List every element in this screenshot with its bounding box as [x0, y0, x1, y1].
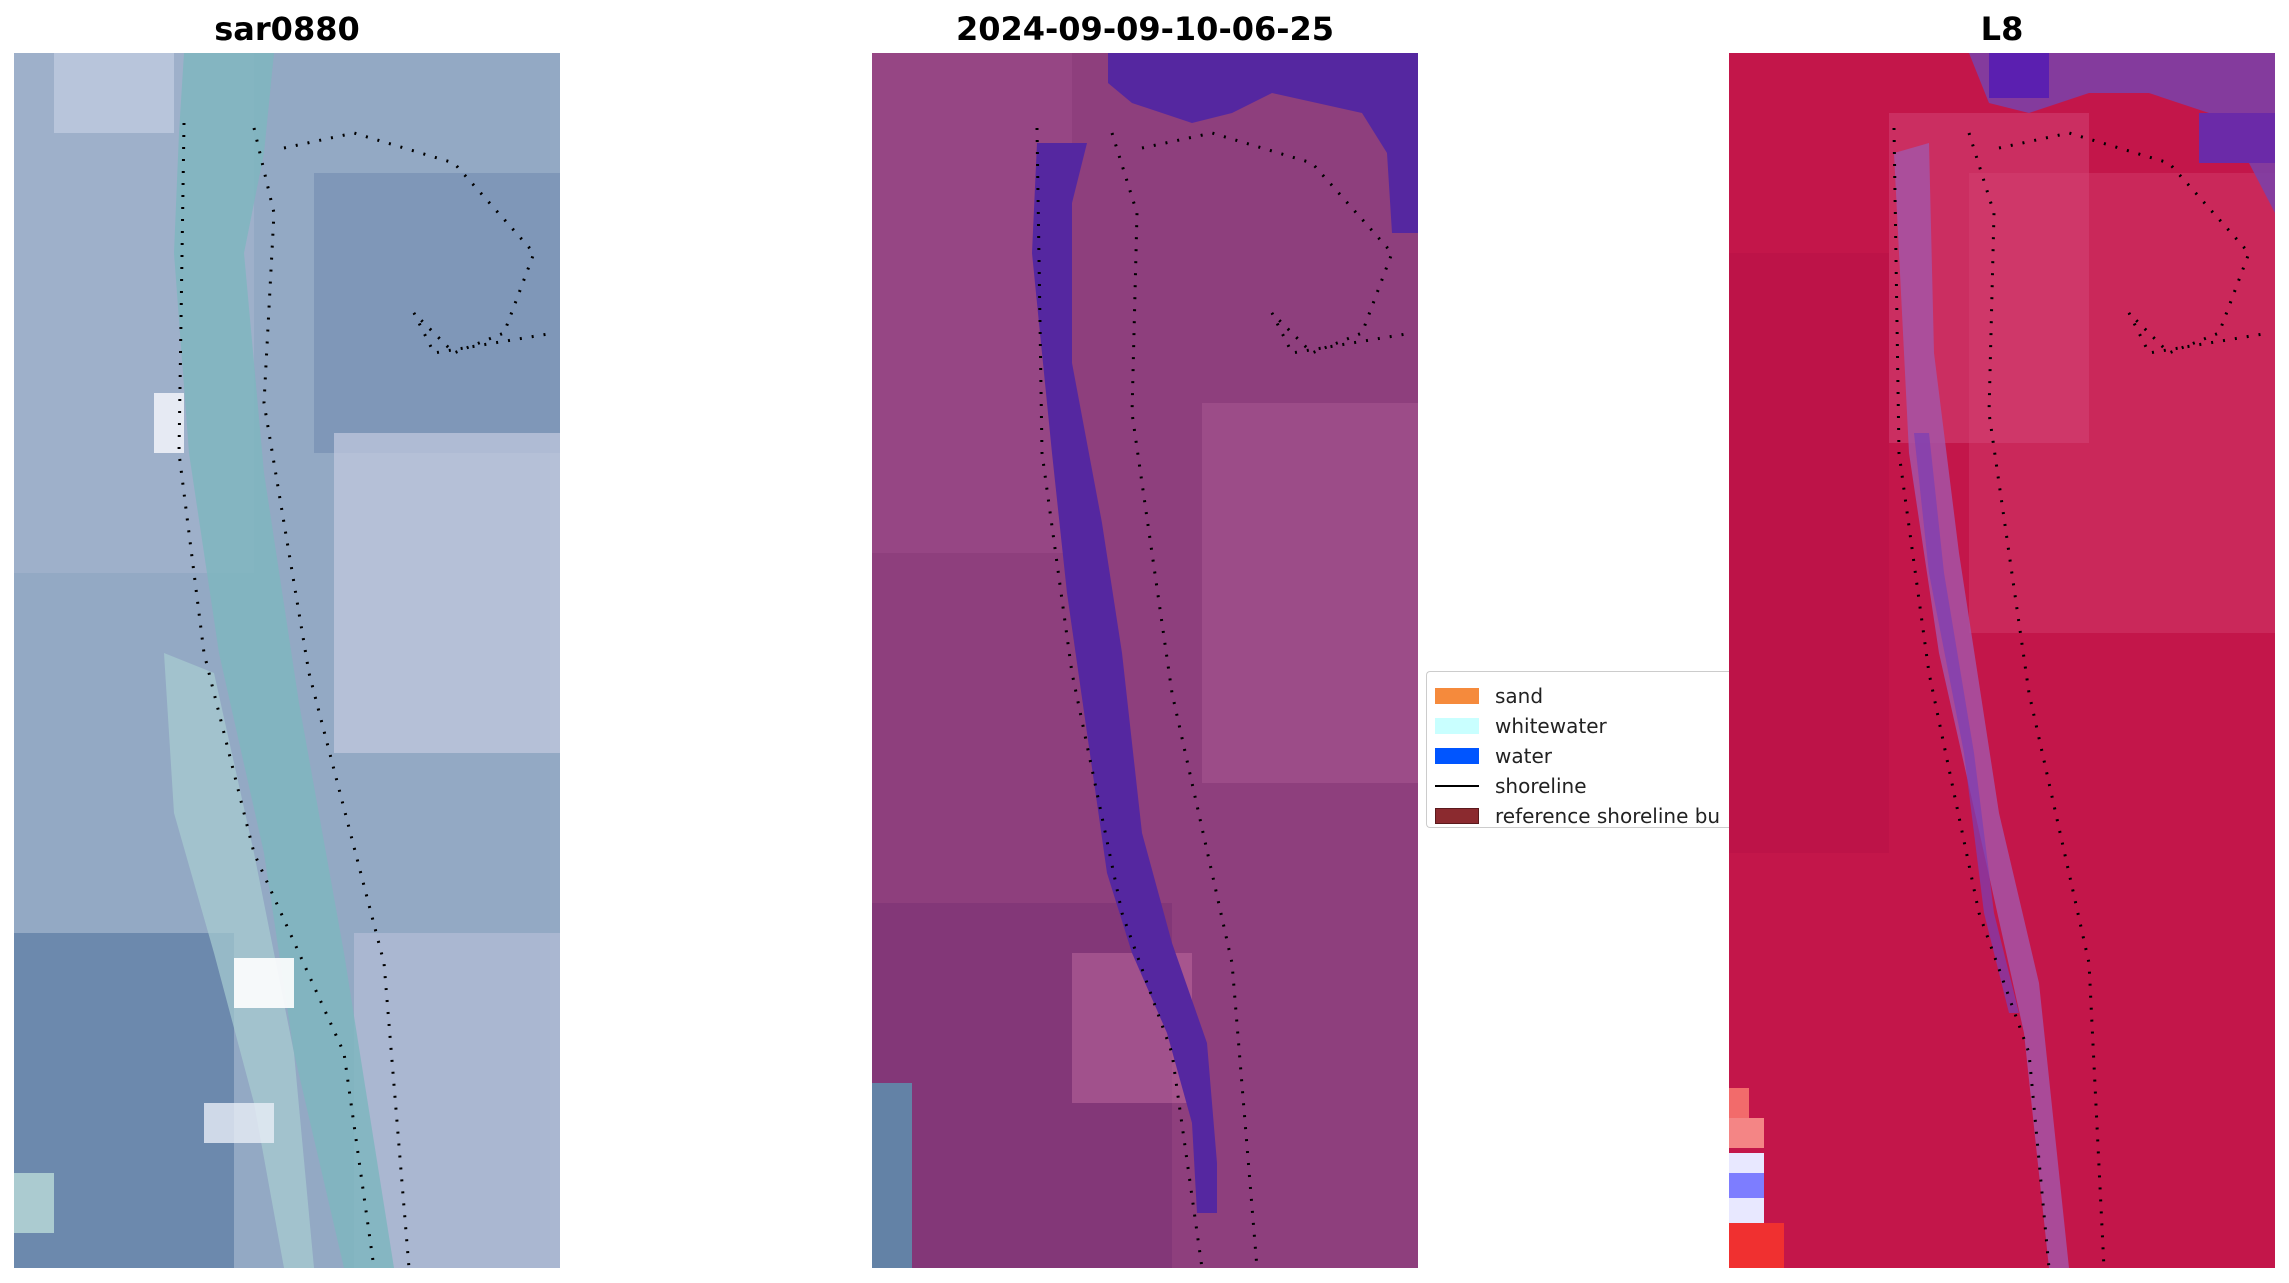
legend: sand whitewater water shoreline referenc…: [1426, 671, 1729, 828]
rgb-image: [14, 53, 560, 1268]
legend-label-sand: sand: [1495, 684, 1544, 708]
legend-label-whitewater: whitewater: [1495, 714, 1607, 738]
panel-title-sar0880: sar0880: [214, 10, 360, 48]
legend-item-reference-buffer: reference shoreline bu: [1435, 804, 1721, 828]
legend-item-shoreline: shoreline: [1435, 774, 1587, 798]
legend-item-whitewater: whitewater: [1435, 714, 1607, 738]
legend-label-reference-buffer: reference shoreline bu: [1495, 804, 1721, 828]
l8-image: [1729, 53, 2275, 1268]
panel-title-l8: L8: [1980, 10, 2024, 48]
sand-swatch: [1435, 688, 1479, 704]
water-swatch: [1435, 748, 1479, 764]
classification-image: [872, 53, 1418, 1268]
legend-item-sand: sand: [1435, 684, 1543, 708]
panel-title-date: 2024-09-09-10-06-25: [955, 10, 1335, 48]
whitewater-swatch: [1435, 718, 1479, 734]
rgb-image-panel: [14, 53, 560, 1268]
legend-label-shoreline: shoreline: [1495, 774, 1587, 798]
reference-buffer-swatch: [1435, 808, 1479, 824]
shoreline-line-swatch: [1435, 778, 1479, 794]
l8-image-panel: [1729, 53, 2275, 1268]
legend-item-water: water: [1435, 744, 1552, 768]
legend-label-water: water: [1495, 744, 1552, 768]
classification-image-panel: [872, 53, 1418, 1268]
